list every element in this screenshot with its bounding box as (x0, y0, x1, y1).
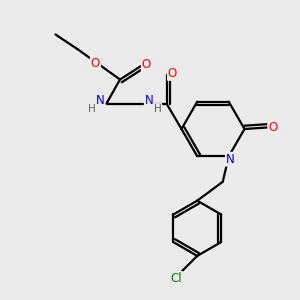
Text: H: H (154, 104, 161, 114)
Text: N: N (95, 94, 104, 107)
Text: N: N (226, 153, 235, 166)
Text: N: N (145, 94, 154, 107)
Text: O: O (142, 58, 151, 71)
Text: O: O (168, 67, 177, 80)
Text: Cl: Cl (170, 272, 182, 285)
Text: O: O (91, 56, 100, 70)
Text: H: H (88, 104, 95, 114)
Text: O: O (268, 121, 278, 134)
